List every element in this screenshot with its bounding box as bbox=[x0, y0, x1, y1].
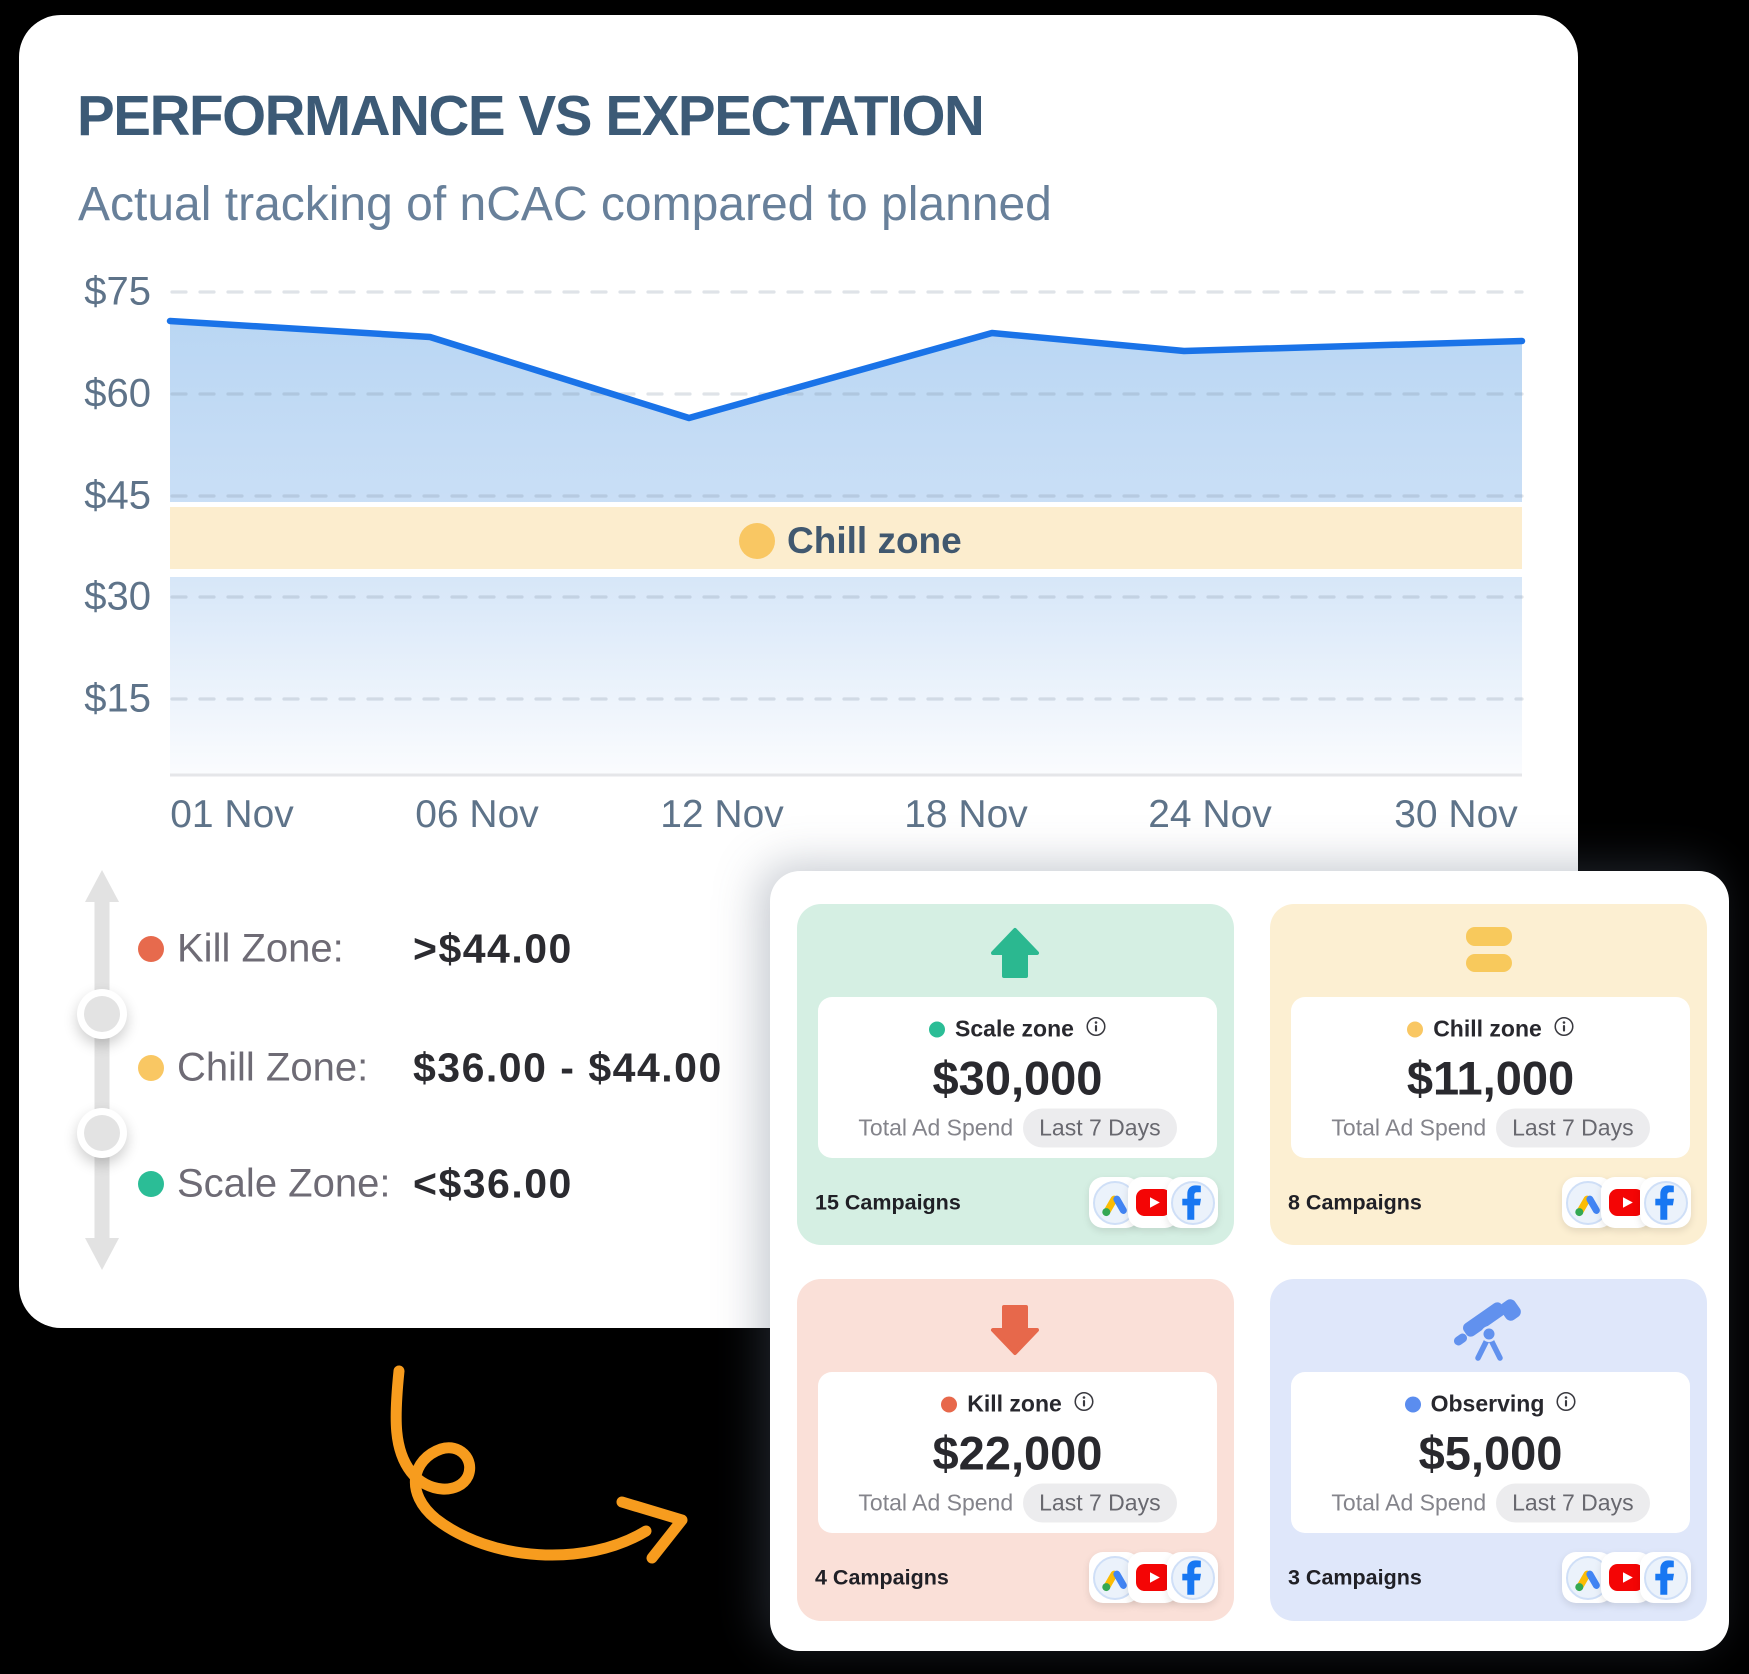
svg-text:Chill zone: Chill zone bbox=[787, 520, 962, 561]
